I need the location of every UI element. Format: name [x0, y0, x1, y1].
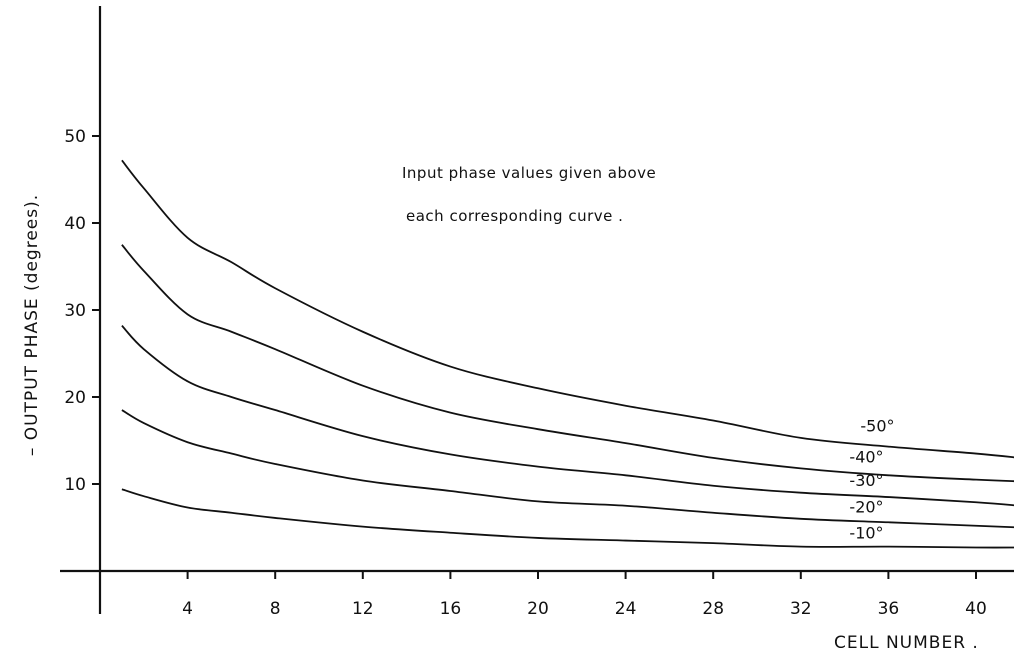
series-line [121, 488, 1014, 549]
y-tick-label: 10 [64, 475, 86, 495]
series-label: -50° [860, 417, 894, 436]
series-line [121, 244, 1014, 483]
y-tick-label: 50 [64, 127, 86, 147]
series-label: -30° [849, 471, 883, 490]
annotation-line-1: Input phase values given above [402, 164, 656, 182]
series-label: -20° [849, 497, 883, 516]
x-tick-label: 32 [790, 599, 812, 619]
annotation-line-2: each corresponding curve . [406, 207, 623, 225]
series-label: -40° [849, 448, 883, 467]
series-label: -10° [849, 524, 883, 543]
x-tick-label: 24 [615, 599, 637, 619]
y-tick-label: 40 [64, 214, 86, 234]
x-tick-label: 12 [352, 599, 374, 619]
x-tick-label: 20 [527, 599, 549, 619]
y-tick-label: 30 [64, 301, 86, 321]
axis-ticks: 4 8 12 16 20 24 28 32 36 40 10 20 30 40 50 [64, 127, 986, 619]
series-line [121, 159, 1014, 459]
x-tick-label: 36 [878, 599, 900, 619]
series-line [121, 409, 1014, 529]
y-axis-title: – OUTPUT PHASE (degrees). [22, 194, 42, 456]
x-tick-label: 4 [182, 599, 193, 619]
curves [121, 159, 1014, 549]
x-tick-label: 8 [270, 599, 281, 619]
series-line [121, 325, 1014, 507]
x-tick-label: 40 [965, 599, 987, 619]
curve-labels: -50° -40° -30° -20° -10° [849, 417, 894, 543]
x-axis-title: CELL NUMBER . [834, 633, 979, 653]
y-tick-label: 20 [64, 388, 86, 408]
x-tick-label: 28 [702, 599, 724, 619]
x-tick-label: 16 [440, 599, 462, 619]
